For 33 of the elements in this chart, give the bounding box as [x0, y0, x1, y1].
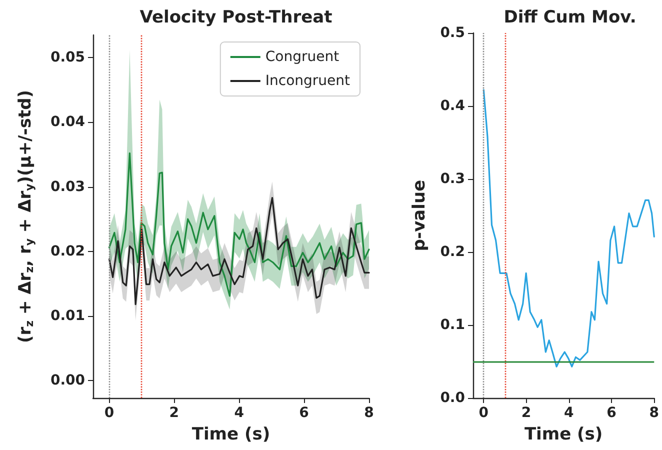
x-tick-label: 8 [649, 405, 660, 421]
y-tick-label: 0.01 [50, 308, 85, 324]
y-axis-title: p-value [410, 180, 430, 252]
y-tick-label: 0.05 [50, 50, 85, 66]
legend-label: Incongruent [265, 73, 351, 89]
x-tick-label: 6 [299, 405, 309, 421]
line-series [108, 196, 370, 306]
y-tick-label: 0.0 [440, 390, 466, 406]
y-tick-label: 0.5 [440, 25, 465, 41]
x-tick-label: 2 [521, 405, 532, 421]
x-tick-label: 2 [169, 405, 180, 421]
y-tick-label: 0.1 [440, 317, 465, 333]
line-series [108, 152, 370, 297]
y-tick-label: 0.04 [50, 114, 86, 130]
x-axis-title: Time (s) [192, 424, 270, 444]
line-series [482, 89, 655, 368]
x-tick-label: 4 [564, 405, 574, 421]
text: (rz + Δrz, ry + Δry)(μ+/-std) [16, 90, 36, 344]
x-tick-label: 4 [234, 405, 244, 421]
x-tick-label: 0 [478, 405, 489, 421]
x-tick-label: 8 [364, 405, 374, 421]
y-tick-label: 0.2 [440, 244, 465, 260]
legend-label: Congruent [265, 49, 340, 65]
y-tick-label: 0.00 [50, 372, 86, 389]
y-tick-label: 0.4 [440, 98, 466, 114]
x-axis-title: Time (s) [524, 424, 603, 444]
x-tick-label: 0 [104, 405, 114, 421]
y-tick-label: 0.03 [50, 178, 85, 195]
y-tick-label: 0.3 [440, 171, 465, 187]
y-tick-label: 0.02 [50, 243, 85, 260]
chart-title: Diff Cum Mov. [504, 8, 636, 28]
x-tick-label: 6 [606, 405, 616, 421]
chart-title: Velocity Post-Threat [140, 8, 332, 28]
